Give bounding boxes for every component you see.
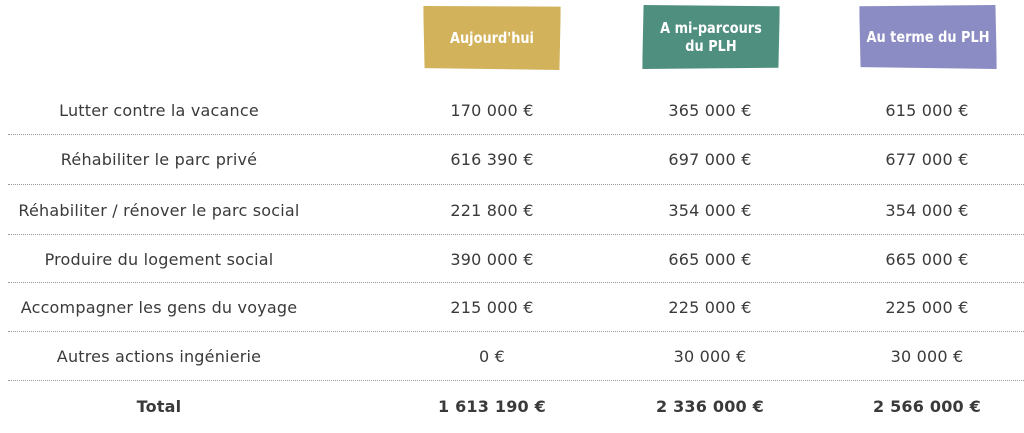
value-au-terme: 354 000 € xyxy=(885,200,969,220)
header-mi-parcours: A mi-parcours du PLH xyxy=(642,5,780,69)
table-row: Réhabiliter le parc privé 616 390 € 697 … xyxy=(8,135,1024,183)
value-mi-parcours: 354 000 € xyxy=(668,200,752,220)
table-row: Autres actions ingénierie 0 € 30 000 € 3… xyxy=(8,332,1024,380)
row-divider xyxy=(8,380,1024,381)
header-aujourdhui: Aujourd'hui xyxy=(423,6,561,70)
table-row: Réhabiliter / rénover le parc social 221… xyxy=(8,186,1024,234)
value-aujourdhui: 215 000 € xyxy=(450,297,534,317)
value-mi-parcours: 30 000 € xyxy=(673,346,747,366)
value-au-terme: 665 000 € xyxy=(885,249,969,269)
value-aujourdhui: 390 000 € xyxy=(450,249,534,269)
value-au-terme: 225 000 € xyxy=(885,297,969,317)
total-au-terme: 2 566 000 € xyxy=(873,396,981,416)
table-row: Accompagner les gens du voyage 215 000 €… xyxy=(8,283,1024,331)
value-aujourdhui: 170 000 € xyxy=(450,100,534,120)
row-label: Autres actions ingénierie xyxy=(56,346,262,366)
row-label: Lutter contre la vacance xyxy=(59,100,259,120)
table-row: Produire du logement social 390 000 € 66… xyxy=(8,235,1024,283)
value-mi-parcours: 225 000 € xyxy=(668,297,752,317)
value-au-terme: 30 000 € xyxy=(890,346,964,366)
row-divider xyxy=(8,234,1024,235)
header-mi-parcours-line1: A mi-parcours xyxy=(660,19,762,37)
row-divider xyxy=(8,331,1024,332)
header-au-terme: Au terme du PLH xyxy=(859,5,997,69)
value-aujourdhui: 0 € xyxy=(478,346,506,366)
value-mi-parcours: 665 000 € xyxy=(668,249,752,269)
total-label: Total xyxy=(136,396,182,416)
header-mi-parcours-line2: du PLH xyxy=(685,37,737,55)
header-au-terme-label: Au terme du PLH xyxy=(866,28,990,46)
value-aujourdhui: 616 390 € xyxy=(450,149,534,169)
row-label: Réhabiliter le parc privé xyxy=(60,149,258,169)
table-row: Lutter contre la vacance 170 000 € 365 0… xyxy=(8,86,1024,134)
total-mi-parcours: 2 336 000 € xyxy=(656,396,764,416)
value-au-terme: 677 000 € xyxy=(885,149,969,169)
row-divider xyxy=(8,184,1024,185)
row-divider xyxy=(8,282,1024,283)
total-row: Total 1 613 190 € 2 336 000 € 2 566 000 … xyxy=(8,382,1024,430)
row-label: Réhabiliter / rénover le parc social xyxy=(18,200,300,220)
header-aujourdhui-label: Aujourd'hui xyxy=(450,29,534,47)
value-aujourdhui: 221 800 € xyxy=(450,200,534,220)
row-label: Accompagner les gens du voyage xyxy=(20,297,298,317)
row-label: Produire du logement social xyxy=(44,249,274,269)
value-mi-parcours: 697 000 € xyxy=(668,149,752,169)
total-aujourdhui: 1 613 190 € xyxy=(438,396,546,416)
row-divider xyxy=(8,134,1024,135)
value-mi-parcours: 365 000 € xyxy=(668,100,752,120)
value-au-terme: 615 000 € xyxy=(885,100,969,120)
